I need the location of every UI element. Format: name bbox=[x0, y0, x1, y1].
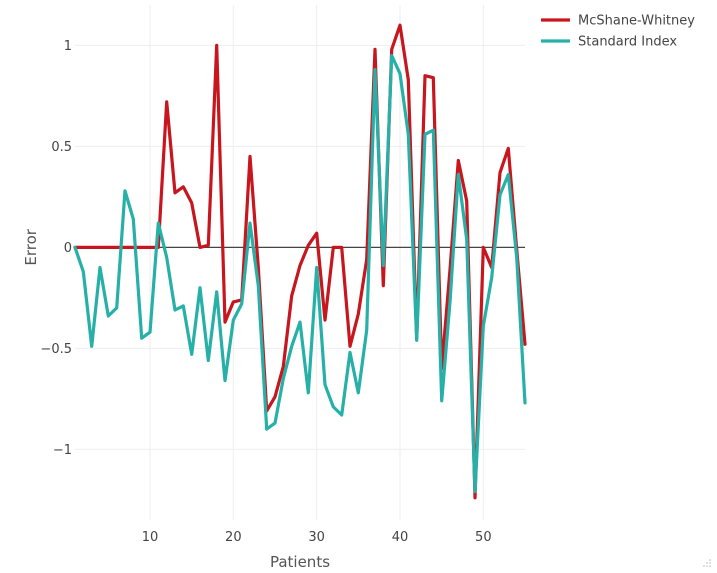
legend-label: Standard Index bbox=[578, 35, 677, 50]
x-tick-label: 10 bbox=[142, 530, 159, 545]
x-tick-label: 40 bbox=[392, 530, 409, 545]
y-tick-labels: 1 0.5 0 −0.5 −1 bbox=[40, 39, 72, 458]
legend[interactable]: McShane-Whitney Standard Index bbox=[541, 14, 695, 50]
legend-item[interactable]: Standard Index bbox=[541, 35, 677, 50]
series-lines bbox=[73, 23, 527, 500]
y-tick-label: 0.5 bbox=[51, 140, 72, 155]
y-tick-label: −0.5 bbox=[40, 342, 72, 357]
x-tick-label: 30 bbox=[308, 530, 325, 545]
y-tick-label: 0 bbox=[64, 241, 72, 256]
x-tick-label: 50 bbox=[475, 530, 492, 545]
x-tick-labels: 10 20 30 40 50 bbox=[142, 530, 492, 545]
resize-grip-icon[interactable] bbox=[702, 558, 711, 567]
y-grid-lines bbox=[75, 44, 525, 450]
x-axis-title: Patients bbox=[270, 553, 330, 571]
x-tick-label: 20 bbox=[225, 530, 242, 545]
y-tick-label: 1 bbox=[64, 39, 72, 54]
y-axis-title: Error bbox=[22, 228, 40, 265]
legend-item[interactable]: McShane-Whitney bbox=[541, 14, 695, 29]
y-tick-label: −1 bbox=[53, 443, 72, 458]
series-line-2[interactable] bbox=[73, 53, 527, 494]
legend-label: McShane-Whitney bbox=[578, 14, 695, 29]
series-line-1[interactable] bbox=[73, 23, 527, 500]
